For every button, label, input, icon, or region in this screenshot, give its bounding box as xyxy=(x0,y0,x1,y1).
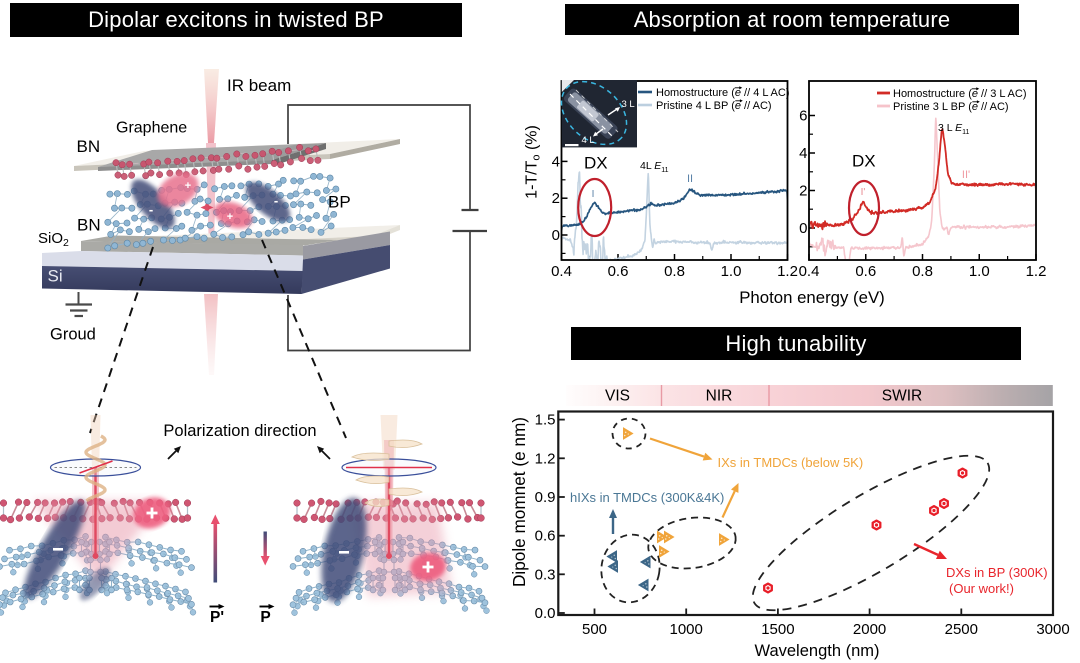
svg-text:0.6: 0.6 xyxy=(855,263,876,280)
svg-text:1.2: 1.2 xyxy=(535,450,556,467)
svg-text:2000: 2000 xyxy=(853,621,886,638)
svg-text:0: 0 xyxy=(799,220,807,237)
svg-text:6: 6 xyxy=(799,108,807,125)
svg-text:4: 4 xyxy=(552,153,560,170)
svg-text:I: I xyxy=(592,189,595,200)
svg-text:-: - xyxy=(274,193,278,208)
svg-text:2: 2 xyxy=(552,190,560,207)
svg-text:+: + xyxy=(185,180,191,192)
svg-text:0.8: 0.8 xyxy=(664,263,685,280)
svg-text:Pristine 4 L BP (e // AC): Pristine 4 L BP (e // AC) xyxy=(656,100,772,112)
svg-text:DXs in BP (300K): DXs in BP (300K) xyxy=(946,565,1048,580)
svg-text:BN: BN xyxy=(77,216,101,235)
svg-text:3000: 3000 xyxy=(1036,621,1069,638)
svg-text:0.3: 0.3 xyxy=(535,566,556,583)
svg-text:BP: BP xyxy=(328,193,351,212)
svg-text:Photon energy (eV): Photon energy (eV) xyxy=(739,288,885,307)
svg-text:hIXs in TMDCs (300K&4K): hIXs in TMDCs (300K&4K) xyxy=(570,490,724,505)
svg-text:-: - xyxy=(149,202,153,217)
svg-text:1.0: 1.0 xyxy=(969,263,990,280)
svg-text:Si: Si xyxy=(48,267,63,286)
svg-text:1-T/To (%): 1-T/To (%) xyxy=(524,125,543,199)
svg-text:IXs in TMDCs (below 5K): IXs in TMDCs (below 5K) xyxy=(718,455,864,470)
svg-text:Graphene: Graphene xyxy=(116,120,187,137)
svg-text:0: 0 xyxy=(552,227,560,244)
svg-text:0.0: 0.0 xyxy=(535,605,556,622)
svg-text:II': II' xyxy=(962,169,970,181)
svg-text:P': P' xyxy=(210,609,224,626)
svg-text:1.2: 1.2 xyxy=(777,263,798,280)
svg-text:0.8: 0.8 xyxy=(912,263,933,280)
svg-text:DX: DX xyxy=(852,152,876,171)
svg-text:0.6: 0.6 xyxy=(608,263,629,280)
svg-text:0.9: 0.9 xyxy=(535,489,556,506)
svg-text:500: 500 xyxy=(582,621,607,638)
svg-text:4 L: 4 L xyxy=(582,135,595,146)
svg-text:1.2: 1.2 xyxy=(1026,263,1047,280)
svg-text:1000: 1000 xyxy=(670,621,703,638)
svg-text:1.5: 1.5 xyxy=(535,412,556,429)
svg-text:4: 4 xyxy=(799,145,807,162)
svg-text:Homostructure (e // 3 L AC): Homostructure (e // 3 L AC) xyxy=(893,88,1027,100)
svg-text:2: 2 xyxy=(799,183,807,200)
svg-text:(Our work!): (Our work!) xyxy=(949,581,1014,596)
svg-text:VIS: VIS xyxy=(605,388,630,405)
svg-text:1.0: 1.0 xyxy=(721,263,742,280)
svg-text:BN: BN xyxy=(77,137,101,156)
svg-text:3 L E11: 3 L E11 xyxy=(938,122,970,136)
svg-text:DX: DX xyxy=(584,154,608,173)
svg-text:Groud: Groud xyxy=(50,326,96,344)
svg-text:NIR: NIR xyxy=(706,388,733,405)
svg-text:Homostructure (e // 4 L AC): Homostructure (e // 4 L AC) xyxy=(656,87,790,99)
svg-text:3 L: 3 L xyxy=(622,99,635,110)
svg-text:Pristine 3 L BP (e // AC): Pristine 3 L BP (e // AC) xyxy=(893,101,1009,113)
svg-text:2500: 2500 xyxy=(945,621,978,638)
svg-text:0.4: 0.4 xyxy=(799,263,820,280)
svg-text:Polarization direction: Polarization direction xyxy=(163,422,316,440)
svg-text:SWIR: SWIR xyxy=(882,388,922,405)
svg-text:Wavelength (nm): Wavelength (nm) xyxy=(754,642,879,660)
svg-text:P: P xyxy=(260,609,270,626)
svg-text:+: + xyxy=(227,211,233,223)
svg-text:I': I' xyxy=(861,187,866,198)
svg-text:Dipole momnet (e nm): Dipole momnet (e nm) xyxy=(509,417,529,587)
svg-text:1500: 1500 xyxy=(761,621,794,638)
svg-text:0.4: 0.4 xyxy=(551,263,572,280)
svg-text:IR beam: IR beam xyxy=(227,76,291,95)
svg-text:0.6: 0.6 xyxy=(535,528,556,545)
svg-text:SiO2: SiO2 xyxy=(38,230,69,249)
svg-text:II: II xyxy=(687,173,693,185)
